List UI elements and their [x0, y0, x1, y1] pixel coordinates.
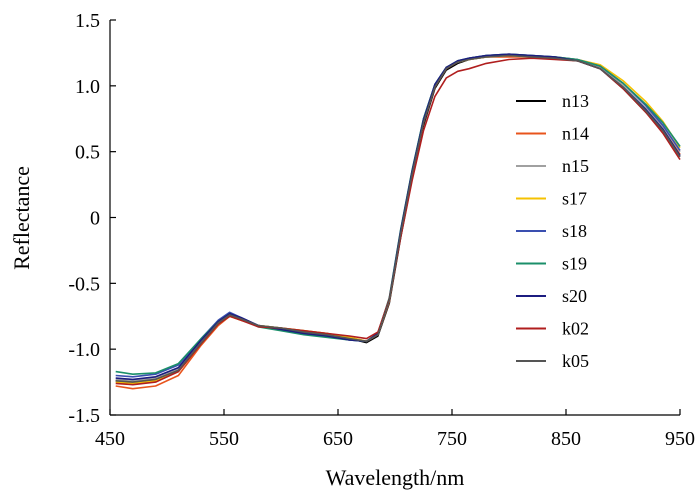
legend-label-k05: k05	[562, 351, 589, 371]
series-line-n13	[115, 54, 681, 383]
series-line-k02	[115, 57, 681, 386]
series-line-n15	[115, 54, 681, 382]
legend-label-n15: n15	[562, 156, 589, 176]
legend-label-k02: k02	[562, 319, 589, 339]
x-tick-label: 450	[95, 428, 125, 450]
y-tick-label: -1.5	[68, 405, 100, 427]
series-line-k05	[115, 54, 681, 383]
legend-label-s20: s20	[562, 286, 587, 306]
series-line-s20	[115, 53, 681, 381]
y-tick-label: -0.5	[68, 273, 100, 295]
legend-label-n13: n13	[562, 91, 589, 111]
y-tick-label: 0.5	[75, 142, 100, 164]
legend: n13 n14 n15 s17 s18 s19 s20 k02 k05	[516, 91, 589, 371]
y-tick-label: 1.0	[75, 76, 100, 98]
legend-label-s19: s19	[562, 254, 587, 274]
legend-label-n14: n14	[562, 124, 589, 144]
x-tick-label: 850	[551, 428, 581, 450]
y-tick-label: 1.5	[75, 10, 100, 32]
y-axis-title: Reflectance	[9, 166, 34, 270]
y-tick-label: 0	[90, 208, 100, 230]
x-axis-title: Wavelength/nm	[326, 465, 465, 490]
series-line-s17	[115, 54, 681, 385]
axes: -1.5 -1.0 -0.5 0 0.5 1.0 1.5 450 550 650 750 850 950	[68, 10, 695, 450]
series-line-s18	[115, 53, 681, 378]
x-tick-label: 550	[209, 428, 239, 450]
series-line-s19	[115, 53, 681, 376]
legend-label-s18: s18	[562, 221, 587, 241]
series-layer	[115, 53, 681, 390]
legend-label-s17: s17	[562, 189, 587, 209]
x-tick-label: 650	[323, 428, 353, 450]
x-tick-label: 950	[665, 428, 695, 450]
y-tick-label: -1.0	[68, 339, 100, 361]
x-tick-label: 750	[437, 428, 467, 450]
